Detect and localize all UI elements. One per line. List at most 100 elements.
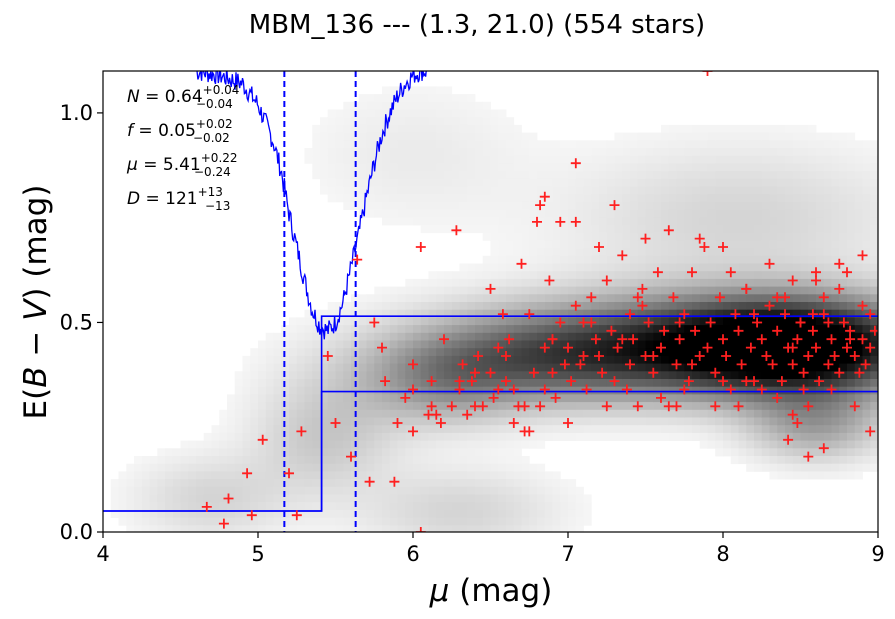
density-cell [568, 286, 577, 295]
density-cell [637, 379, 646, 388]
density-cell [498, 124, 507, 133]
density-cell [614, 294, 623, 303]
density-cell [180, 463, 189, 472]
density-cell [746, 448, 755, 457]
density-cell [413, 348, 422, 357]
density-cell [258, 363, 267, 372]
density-cell [203, 494, 212, 503]
density-cell [754, 240, 763, 249]
density-cell [560, 517, 569, 526]
density-cell [847, 386, 856, 395]
density-cell [366, 371, 375, 380]
density-cell [490, 132, 499, 141]
density-cell [746, 278, 755, 287]
star-point [555, 317, 566, 328]
density-cell [382, 317, 391, 326]
density-cell [692, 148, 701, 157]
density-cell [599, 194, 608, 203]
density-cell [831, 286, 840, 295]
density-cell [692, 394, 701, 403]
density-cell [761, 124, 770, 133]
density-cell [661, 294, 670, 303]
density-cell [622, 178, 631, 187]
density-cell [684, 209, 693, 218]
density-cell [676, 294, 685, 303]
density-cell [312, 371, 321, 380]
density-cell [343, 171, 352, 180]
density-cell [622, 409, 631, 418]
density-cell [451, 509, 460, 518]
density-cell [622, 379, 631, 388]
density-cell [560, 432, 569, 441]
density-cell [227, 517, 236, 526]
density-cell [800, 348, 809, 357]
density-cell [529, 132, 538, 141]
density-cell [188, 525, 197, 532]
density-cell [467, 463, 476, 472]
density-cell [374, 317, 383, 326]
density-cell [816, 363, 825, 372]
density-cell [653, 294, 662, 303]
density-cell [645, 248, 654, 257]
density-cell [397, 379, 406, 388]
density-cell [289, 379, 298, 388]
density-cell [157, 448, 166, 457]
density-cell [289, 463, 298, 472]
density-cell [281, 456, 290, 465]
density-cell [250, 355, 259, 364]
density-cell [273, 379, 282, 388]
density-cell [761, 240, 770, 249]
density-cell [521, 263, 530, 272]
density-cell [653, 432, 662, 441]
density-cell [761, 425, 770, 434]
density-cell [575, 294, 584, 303]
density-cell [281, 494, 290, 503]
density-cell [265, 340, 274, 349]
density-cell [699, 317, 708, 326]
density-cell [707, 124, 716, 133]
density-cell [312, 432, 321, 441]
x-tick-label: 6 [406, 542, 419, 566]
density-cell [428, 417, 437, 426]
density-cell [854, 286, 863, 295]
density-cell [506, 232, 515, 241]
density-cell [831, 255, 840, 264]
density-cell [467, 509, 476, 518]
density-cell [839, 201, 848, 210]
density-cell [343, 155, 352, 164]
star-point [532, 216, 542, 227]
star-point [679, 384, 690, 395]
density-cell [312, 155, 321, 164]
density-cell [769, 124, 778, 133]
density-cell [800, 355, 809, 364]
density-cell [327, 394, 336, 403]
density-cell [754, 363, 763, 372]
density-cell [405, 155, 414, 164]
star-point [590, 334, 601, 345]
density-cell [839, 394, 848, 403]
star-point [849, 401, 860, 412]
density-cell [808, 355, 817, 364]
density-cell [498, 271, 507, 280]
density-cell [668, 332, 677, 341]
density-cell [358, 494, 367, 503]
density-cell [335, 509, 344, 518]
star-point [581, 384, 592, 395]
density-cell [637, 263, 646, 272]
density-cell [847, 271, 856, 280]
density-cell [420, 209, 429, 218]
density-cell [761, 278, 770, 287]
density-cell [343, 502, 352, 511]
density-cell [785, 448, 794, 457]
density-cell [397, 463, 406, 472]
density-cell [614, 163, 623, 172]
density-cell [180, 509, 189, 518]
density-cell [482, 271, 491, 280]
density-cell [862, 456, 871, 465]
density-cell [777, 432, 786, 441]
density-cell [467, 486, 476, 495]
density-cell [343, 363, 352, 372]
density-cell [188, 448, 197, 457]
density-cell [413, 340, 422, 349]
density-cell [854, 209, 863, 218]
